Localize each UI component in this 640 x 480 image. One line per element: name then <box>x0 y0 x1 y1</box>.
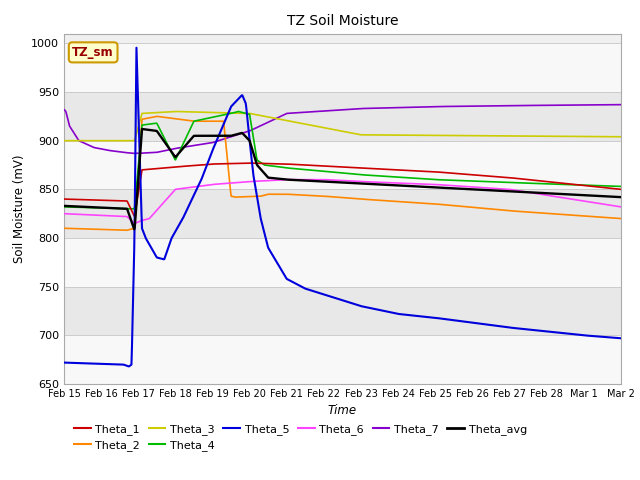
Text: TZ_sm: TZ_sm <box>72 46 114 59</box>
Title: TZ Soil Moisture: TZ Soil Moisture <box>287 14 398 28</box>
X-axis label: Time: Time <box>328 405 357 418</box>
Bar <box>64 189 621 238</box>
Bar <box>64 287 621 336</box>
Y-axis label: Soil Moisture (mV): Soil Moisture (mV) <box>13 155 26 263</box>
Bar <box>64 336 621 384</box>
Bar <box>64 238 621 287</box>
Legend: Theta_1, Theta_2, Theta_3, Theta_4, Theta_5, Theta_6, Theta_7, Theta_avg: Theta_1, Theta_2, Theta_3, Theta_4, Thet… <box>70 419 531 456</box>
Bar <box>64 141 621 189</box>
Bar <box>64 43 621 92</box>
Bar <box>64 92 621 141</box>
